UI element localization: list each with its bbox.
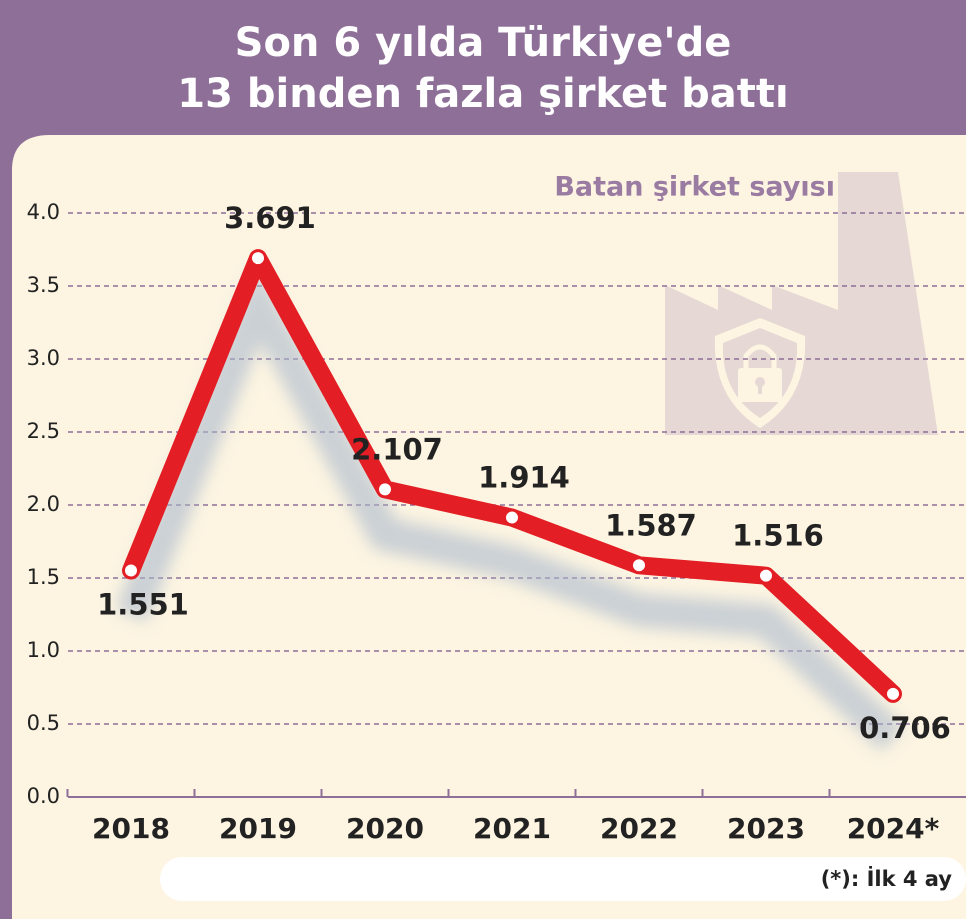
data-label: 1.551 [97, 588, 189, 622]
y-tick-label: 0.0 [27, 784, 60, 808]
data-label: 1.914 [478, 461, 570, 495]
point [504, 509, 520, 526]
footnote-bar [160, 857, 966, 901]
x-tick-label: 2022 [600, 812, 678, 845]
data-label: 1.587 [605, 508, 697, 542]
data-label: 0.706 [859, 711, 951, 745]
y-tick-label: 4.0 [27, 200, 60, 224]
legend-label: Batan şirket sayısı [554, 172, 835, 203]
point [885, 685, 901, 702]
y-tick-label: 1.5 [27, 565, 60, 589]
title-line: Son 6 yılda Türkiye'de [235, 20, 732, 66]
y-tick-label: 3.0 [27, 346, 60, 370]
x-tick-label: 2020 [346, 812, 424, 845]
x-tick-label: 2019 [219, 812, 297, 845]
x-tick-label: 2021 [473, 812, 551, 845]
point [250, 250, 266, 267]
y-tick-label: 0.5 [27, 711, 60, 735]
point [123, 562, 139, 579]
x-tick-label: 2023 [727, 812, 805, 845]
point [758, 567, 774, 584]
data-label: 2.107 [351, 432, 443, 466]
point [631, 557, 647, 574]
title-line: 13 binden fazla şirket battı [177, 71, 788, 117]
y-tick-label: 2.5 [27, 419, 60, 443]
y-tick-label: 3.5 [27, 273, 60, 297]
factory-icon [665, 172, 938, 435]
x-tick-label: 2024* [847, 812, 940, 845]
y-tick-label: 1.0 [27, 638, 60, 662]
x-tick-label: 2018 [92, 812, 170, 845]
line-shadow [115, 263, 905, 752]
data-label: 1.516 [732, 519, 824, 553]
y-tick-label: 2.0 [27, 492, 60, 516]
footnote: (*): İlk 4 ay [821, 866, 953, 891]
point [377, 481, 393, 498]
data-label: 3.691 [224, 201, 316, 235]
